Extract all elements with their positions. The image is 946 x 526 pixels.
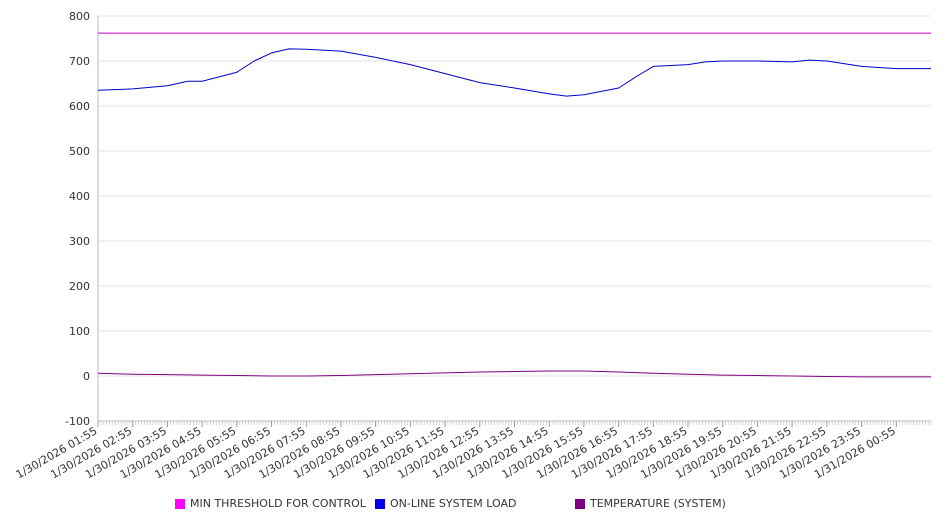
legend-label-system-load: ON-LINE SYSTEM LOAD — [390, 497, 517, 510]
legend-swatch-system-load — [375, 498, 385, 509]
legend-swatch-temperature — [575, 498, 585, 509]
grid-lines — [98, 15, 931, 422]
series-line-1 — [97, 48, 931, 97]
y-tick-label: 200 — [69, 280, 90, 293]
legend-label-min-threshold: MIN THRESHOLD FOR CONTROL — [190, 497, 366, 510]
y-tick-label: 500 — [69, 145, 90, 158]
y-tick-label: 600 — [69, 100, 90, 113]
y-tick-label: 300 — [69, 235, 90, 248]
y-tick-label: 400 — [69, 190, 90, 203]
y-axis-ticks: -100 0 100 200 300 400 500 600 700 800 — [65, 10, 90, 428]
legend-item-system-load[interactable]: ON-LINE SYSTEM LOAD — [375, 497, 516, 510]
legend-item-min-threshold[interactable]: MIN THRESHOLD FOR CONTROL — [175, 497, 366, 510]
y-tick-label: 800 — [69, 10, 90, 23]
y-tick-label: -100 — [65, 415, 90, 428]
legend: MIN THRESHOLD FOR CONTROL ON-LINE SYSTEM… — [0, 497, 946, 515]
series-line-2 — [97, 370, 931, 378]
y-tick-label: 100 — [69, 325, 90, 338]
y-tick-label: 0 — [83, 370, 90, 383]
series-lines — [97, 32, 931, 378]
legend-item-temperature[interactable]: TEMPERATURE (SYSTEM) — [575, 497, 726, 510]
legend-label-temperature: TEMPERATURE (SYSTEM) — [590, 497, 726, 510]
legend-swatch-min-threshold — [175, 498, 185, 509]
x-axis: 1/30/2026 01:551/30/2026 02:551/30/2026 … — [14, 16, 932, 481]
y-tick-label: 700 — [69, 55, 90, 68]
